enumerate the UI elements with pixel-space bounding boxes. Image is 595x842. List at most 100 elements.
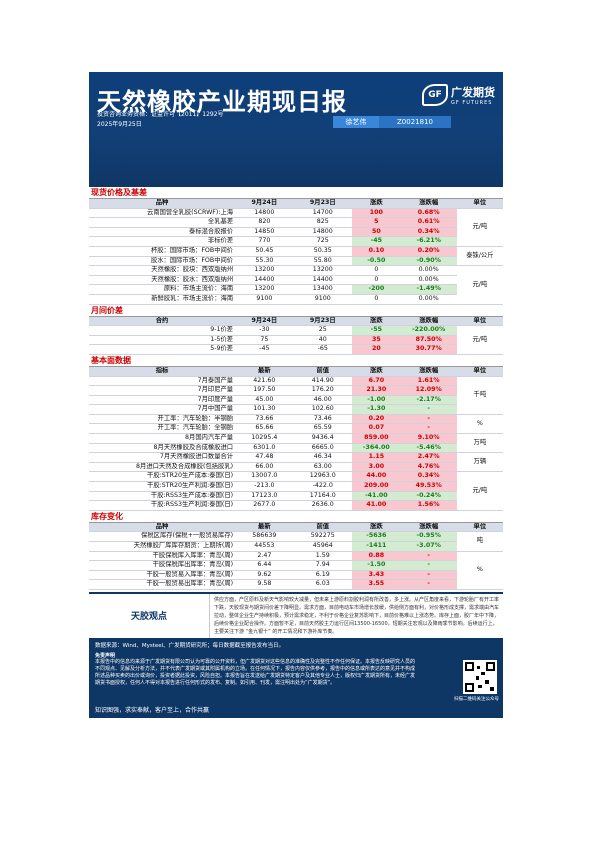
- item-name: 干胶:RSS3生产成本:泰国(日): [89, 491, 236, 502]
- item-name: 干胶:RSS3生产利润:泰国(日): [89, 500, 236, 511]
- change-percent: -2.17%: [400, 395, 457, 406]
- unit-cell: 元/吨: [456, 265, 503, 305]
- column-header: 前值: [293, 366, 352, 377]
- table-row: 原料：市场主流价：海南 13200 13400 -200 -1.49%: [89, 284, 503, 295]
- logo-icon: GF: [422, 84, 448, 106]
- latest-value: 17123.0: [235, 491, 294, 502]
- item-name: 干胶:STR20生产成本:泰国(日): [89, 471, 236, 483]
- item-name: 开工率：汽车轮胎：全钢胎: [89, 423, 236, 435]
- table-row: 泰标混合胶报价 14850 14800 50 0.34%: [89, 227, 503, 238]
- latest-value: 44553: [235, 541, 294, 552]
- latest-value: -30: [235, 325, 294, 336]
- previous-value: 6.03: [293, 579, 352, 590]
- change-percent: 0.34%: [400, 227, 457, 238]
- table-row: 5-9价差 -45 -65 20 30.77%: [89, 344, 503, 355]
- column-header: 指标: [89, 366, 236, 377]
- item-name: 8月进口天然及合成橡胶(包括胶乳): [89, 462, 236, 473]
- unit-cell: 千吨: [456, 376, 503, 415]
- latest-value: 9100: [235, 294, 294, 305]
- table-row: 开工率：汽车轮胎：全钢胎 65.66 65.59 0.07-: [89, 423, 503, 435]
- previous-value: 63.00: [293, 462, 352, 473]
- change-value: -0.50: [351, 256, 401, 267]
- previous-value: 9436.4: [293, 433, 352, 444]
- column-header: 9月23日: [293, 199, 352, 209]
- change-percent: 1.61%: [400, 376, 457, 387]
- change-value: -1.00: [351, 395, 401, 406]
- change-value: 3.00: [351, 462, 401, 473]
- disclaimer-text: 本报告中的信息均来源于广发期货有限公司认为可靠的公开资料，但广发期货对这些信息的…: [95, 658, 416, 686]
- table-row: 天然橡胶厂库库存期货：上期所(周) 44553 45964 -1411 -3.07%: [89, 541, 503, 552]
- qr-code[interactable]: [463, 659, 497, 694]
- item-name: 云南国营全乳胶(SCRWF):上海: [89, 208, 236, 219]
- latest-value: 47.48: [235, 452, 294, 463]
- item-name: 开工率：汽车轮胎：半钢胎: [89, 414, 236, 425]
- item-name: 5-9价差: [89, 344, 236, 355]
- table-row: 干胶一般贸易入库率：青岛(周) 9.62 6.19 3.43-: [89, 570, 503, 581]
- change-value: 35: [351, 335, 401, 346]
- item-name: 干胶保税库入库率：青岛(周): [89, 551, 236, 562]
- logo-name: 广发期货: [451, 86, 495, 99]
- previous-value: 40: [293, 335, 352, 346]
- previous-value: 414.90: [293, 376, 352, 387]
- item-name: 8月国内汽车产量: [89, 433, 236, 444]
- previous-value: 14700: [293, 208, 352, 219]
- table-row: 开工率：汽车轮胎：半钢胎 73.66 73.46 0.20-%: [89, 414, 503, 435]
- previous-value: 14800: [293, 227, 352, 238]
- latest-value: 820: [235, 217, 294, 228]
- latest-value: 10295.4: [235, 433, 294, 444]
- change-percent: 9.10%: [400, 433, 457, 444]
- column-header: 涨跌: [351, 522, 401, 533]
- change-percent: -: [400, 423, 457, 435]
- item-name: 全乳基差: [89, 217, 236, 228]
- unit-cell: 泰铢/公斤: [456, 246, 503, 267]
- latest-value: 14850: [235, 227, 294, 238]
- column-header: 9月24日: [235, 199, 294, 209]
- table-row: 8月进口天然及合成橡胶(包括胶乳) 66.00 63.00 3.00 4.76%: [89, 462, 503, 473]
- column-header: 单位: [456, 522, 503, 533]
- change-percent: -: [400, 560, 457, 571]
- item-name: 保税区库存(保税+一般贸易库存): [89, 531, 236, 542]
- latest-value: 6301.0: [235, 443, 294, 454]
- previous-value: 50.35: [293, 246, 352, 257]
- change-percent: -: [400, 414, 457, 425]
- view-text: 供应方面，产区原料及新天气影响较大减量，但未来上游原料割胶利润有所改善，多上涨。…: [209, 593, 503, 638]
- change-percent: -220.00%: [400, 325, 457, 336]
- item-name: 1-5价差: [89, 335, 236, 346]
- column-header: 前值: [293, 522, 352, 533]
- previous-value: 6.19: [293, 570, 352, 581]
- change-value: 44.00: [351, 471, 401, 483]
- change-value: 3.55: [351, 579, 401, 590]
- change-percent: -5.46%: [400, 443, 457, 454]
- latest-value: 73.66: [235, 414, 294, 425]
- table-row: 7月中国产量 101.30 102.60 -1.30-: [89, 404, 503, 415]
- change-value: 6.70: [351, 376, 401, 387]
- item-name: 原料：市场主流价：海南: [89, 284, 236, 295]
- item-name: 干胶:STR20生产利润:泰国(日): [89, 481, 236, 492]
- column-header: 单位: [456, 316, 503, 327]
- item-name: 天然橡胶：胶块：西双版纳州: [89, 265, 236, 276]
- change-value: 859.00: [351, 433, 401, 444]
- change-value: -364.00: [351, 443, 401, 454]
- previous-value: 725: [293, 236, 352, 247]
- change-percent: -: [400, 579, 457, 590]
- change-percent: -0.90%: [400, 256, 457, 267]
- column-header: 单位: [456, 199, 503, 209]
- table-spot: 品种 9月24日 9月23日 涨跌 涨跌幅 单位 云南国营全乳胶(SCRWF):上海 1480…: [89, 199, 503, 305]
- column-header: 合约: [89, 316, 236, 327]
- change-value: 0: [351, 275, 401, 286]
- previous-value: 45964: [293, 541, 352, 552]
- latest-value: 101.30: [235, 404, 294, 415]
- table-row: 1-5价差 75 40 35 87.50%: [89, 335, 503, 346]
- change-value: 5: [351, 217, 401, 228]
- item-name: 非标价差: [89, 236, 236, 247]
- change-percent: 0.34%: [400, 471, 457, 483]
- change-percent: -0.95%: [400, 531, 457, 542]
- previous-value: 73.46: [293, 414, 352, 425]
- change-value: -1.50: [351, 560, 401, 571]
- latest-value: 50.45: [235, 246, 294, 257]
- change-percent: -3.07%: [400, 541, 457, 552]
- table-stock: 品种 最新 前值 涨跌 涨跌幅 单位 保税区库存(保税+一般贸易库存) 586639 59227…: [89, 522, 503, 590]
- table-row: 干胶一般贸易出库率：青岛(周) 9.58 6.03 3.55-: [89, 579, 503, 590]
- change-value: -5636: [351, 531, 401, 542]
- change-value: -1411: [351, 541, 401, 552]
